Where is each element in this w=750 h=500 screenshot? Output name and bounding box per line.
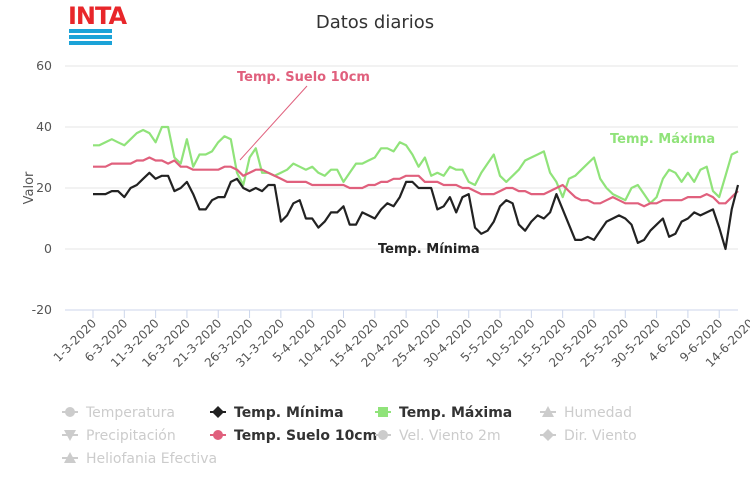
legend-label: Temp. Máxima xyxy=(399,405,512,421)
annotation-max-temp: Temp. Máxima xyxy=(610,132,715,147)
y-axis-label: Valor xyxy=(22,171,37,204)
legend-item[interactable]: Vel. Viento 2m xyxy=(375,428,501,444)
legend-symbol xyxy=(378,430,388,440)
y-axis-ticks: 60 40 20 0 -20 xyxy=(32,58,52,317)
annotation-soil-temp: Temp. Suelo 10cm xyxy=(237,70,370,85)
legend-item[interactable]: Humedad xyxy=(540,405,632,421)
legend-symbol xyxy=(542,429,554,441)
y-tick-label: 60 xyxy=(36,58,52,73)
logo-stripe xyxy=(69,35,112,39)
legend-label: Vel. Viento 2m xyxy=(399,428,501,444)
legend-label: Humedad xyxy=(564,405,632,421)
legend-item[interactable]: Heliofania Efectiva xyxy=(62,451,217,467)
y-tick-label: -20 xyxy=(32,302,52,317)
annotation-min-temp: Temp. Mínima xyxy=(378,242,480,257)
legend-symbol xyxy=(64,452,76,463)
legend-label: Temp. Suelo 10cm xyxy=(234,428,377,444)
legend-symbol xyxy=(542,406,554,417)
y-tick-label: 20 xyxy=(36,180,52,195)
logo-stripe xyxy=(69,41,112,45)
legend-symbol xyxy=(213,430,223,440)
legend-item[interactable]: Dir. Viento xyxy=(540,428,637,444)
legend-item[interactable]: Temp. Mínima xyxy=(210,405,344,421)
legend-label: Precipitación xyxy=(86,428,176,444)
series-line-soil-temp xyxy=(93,156,739,208)
grid xyxy=(65,65,738,311)
series-line-min-temp xyxy=(93,171,740,251)
legend: Temperatura Temp. Mínima Temp. Máxima Humed… xyxy=(62,405,637,467)
logo-stripe xyxy=(69,29,112,33)
inta-logo: INTA xyxy=(68,2,129,45)
legend-item[interactable]: Temp. Suelo 10cm xyxy=(210,428,377,444)
legend-label: Temp. Mínima xyxy=(234,405,344,421)
legend-item[interactable]: Temp. Máxima xyxy=(375,405,512,421)
legend-item[interactable]: Temperatura xyxy=(62,405,175,421)
legend-label: Temperatura xyxy=(85,405,175,421)
legend-symbol xyxy=(64,430,76,441)
legend-symbol xyxy=(212,406,224,418)
legend-label: Heliofania Efectiva xyxy=(86,451,217,467)
y-tick-label: 40 xyxy=(36,119,52,134)
y-tick-label: 0 xyxy=(44,241,52,256)
chart-title: Datos diarios xyxy=(316,12,434,33)
legend-item[interactable]: Precipitación xyxy=(62,428,176,444)
x-axis: 1-3-20206-3-202011-3-202016-3-202021-3-2… xyxy=(51,309,750,370)
legend-label: Dir. Viento xyxy=(564,428,637,444)
legend-symbol xyxy=(378,407,388,417)
logo-text: INTA xyxy=(68,2,128,30)
series-lines xyxy=(93,125,740,251)
annotation-connector xyxy=(239,85,308,161)
series-line-max-temp xyxy=(93,125,739,205)
legend-symbol xyxy=(65,407,75,417)
